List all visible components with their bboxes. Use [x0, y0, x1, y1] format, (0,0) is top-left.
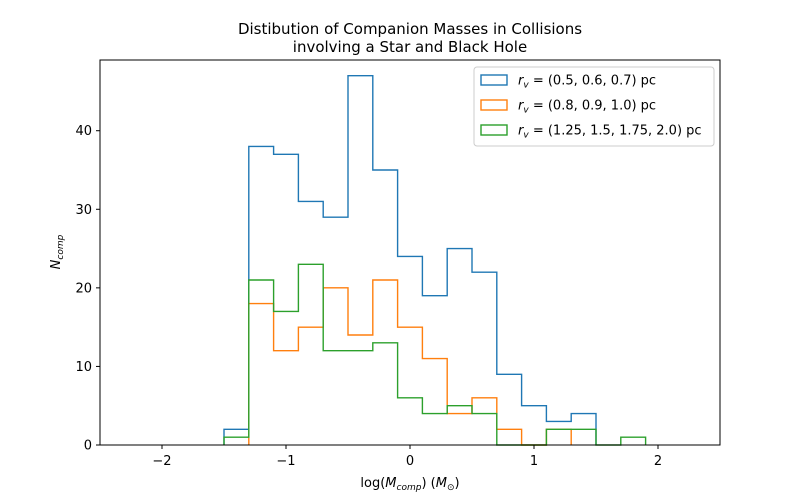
y-tick-label: 10 [75, 360, 92, 375]
x-tick-label: −1 [276, 454, 295, 469]
chart-title-line-2: involving a Star and Black Hole [293, 38, 527, 56]
histogram-series-3 [223, 263, 647, 446]
legend-swatch-3 [480, 124, 508, 136]
x-axis-ticks: −2 −1 0 1 2 [152, 445, 662, 469]
x-tick-label: 1 [530, 454, 538, 469]
legend-box [473, 66, 715, 147]
x-tick-label: −2 [152, 454, 171, 469]
histogram-series-1 [223, 75, 597, 445]
legend-label-3: rv = (1.25, 1.5, 1.75, 2.0) pc [518, 124, 702, 141]
chart-title: Distibution of Companion Masses in Colli… [238, 20, 582, 56]
x-tick-label: 0 [406, 454, 414, 469]
histogram-series-2 [248, 279, 572, 446]
y-tick-label: 30 [75, 203, 92, 218]
chart-title-line-1: Distibution of Companion Masses in Colli… [238, 20, 582, 38]
y-tick-label: 0 [84, 439, 92, 454]
x-tick-label: 2 [654, 454, 662, 469]
y-tick-label: 40 [75, 124, 92, 139]
legend-label-2: rv = (0.8, 0.9, 1.0) pc [518, 99, 656, 116]
y-axis-label: Ncomp [49, 234, 66, 269]
histogram-series-group [223, 75, 647, 446]
x-axis-label: log(Mcomp) (M⊙) [360, 476, 459, 493]
legend-label-1: rv = (0.5, 0.6, 0.7) pc [518, 74, 656, 91]
legend: rv = (0.5, 0.6, 0.7) pc rv = (0.8, 0.9, 1… [473, 66, 715, 147]
legend-swatch-2 [480, 99, 508, 111]
y-axis-ticks: 0 10 20 30 40 [75, 124, 100, 454]
legend-swatch-1 [480, 74, 508, 86]
y-tick-label: 20 [75, 281, 92, 296]
